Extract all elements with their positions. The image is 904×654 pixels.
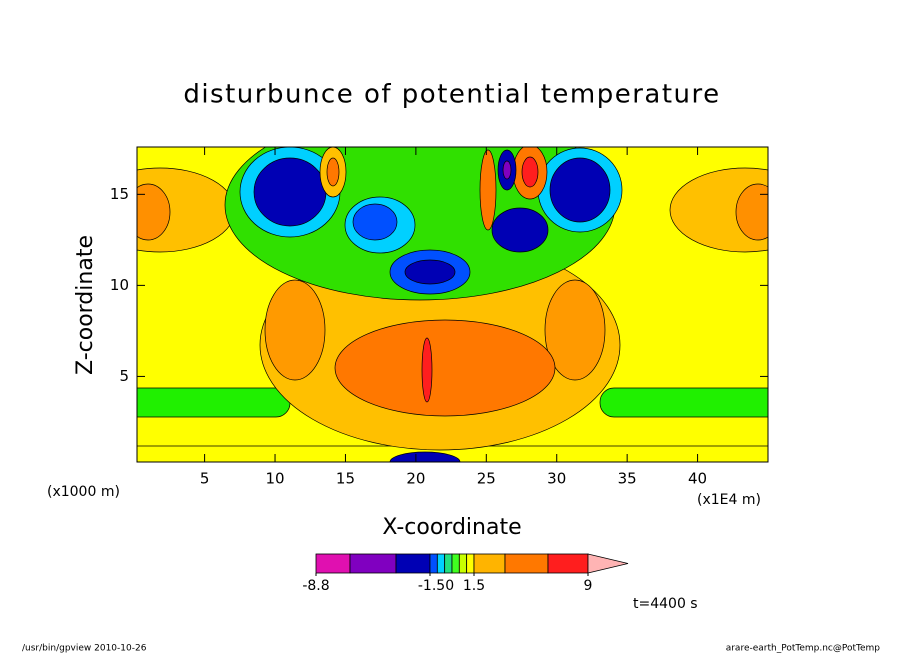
colorbar-segment	[349, 553, 397, 574]
contour-field	[137, 147, 768, 462]
plot-frame	[136, 146, 769, 463]
x-tick-label: 10	[265, 470, 284, 488]
x-tick-label: 40	[688, 470, 707, 488]
x-tick-label: 15	[336, 470, 355, 488]
y-tick-label: 5	[119, 367, 129, 385]
y-tick-label: 15	[110, 185, 129, 203]
colorbar-extension	[587, 553, 629, 574]
colorbar-segment	[315, 553, 351, 574]
y-axis-label: Z-coordinate	[73, 235, 98, 375]
x-unit: (x1E4 m)	[697, 492, 761, 508]
colorbar-segment	[458, 553, 468, 574]
colorbar-segment	[444, 553, 453, 574]
x-tick-label: 20	[406, 470, 425, 488]
colorbar-segment	[451, 553, 460, 574]
time-label: t=4400 s	[633, 596, 698, 612]
colorbar-tick-label: -1.50	[418, 578, 454, 594]
x-tick-label: 30	[547, 470, 566, 488]
footer-left: /usr/bin/gpview 2010-10-26	[22, 644, 147, 654]
colorbar-segment	[395, 553, 431, 574]
colorbar-segment	[429, 553, 438, 574]
x-tick-label: 25	[477, 470, 496, 488]
colorbar-segment	[466, 553, 475, 574]
x-tick-label: 5	[200, 470, 210, 488]
y-tick-label: 10	[110, 276, 129, 294]
colorbar-tick-label: -8.8	[302, 578, 329, 594]
x-axis-label: X-coordinate	[382, 515, 521, 540]
colorbar-tick-label: 9	[584, 578, 593, 594]
colorbar-segment	[504, 553, 549, 574]
colorbar-segment	[473, 553, 506, 574]
footer-right: arare-earth_PotTemp.nc@PotTemp	[726, 644, 881, 654]
x-tick-label: 35	[618, 470, 637, 488]
colorbar-segment	[547, 553, 589, 574]
colorbar-tick-label: 1.5	[463, 578, 485, 594]
colorbar-segment	[436, 553, 446, 574]
chart-title: disturbunce of potential temperature	[183, 80, 720, 110]
y-unit: (x1000 m)	[47, 484, 120, 500]
